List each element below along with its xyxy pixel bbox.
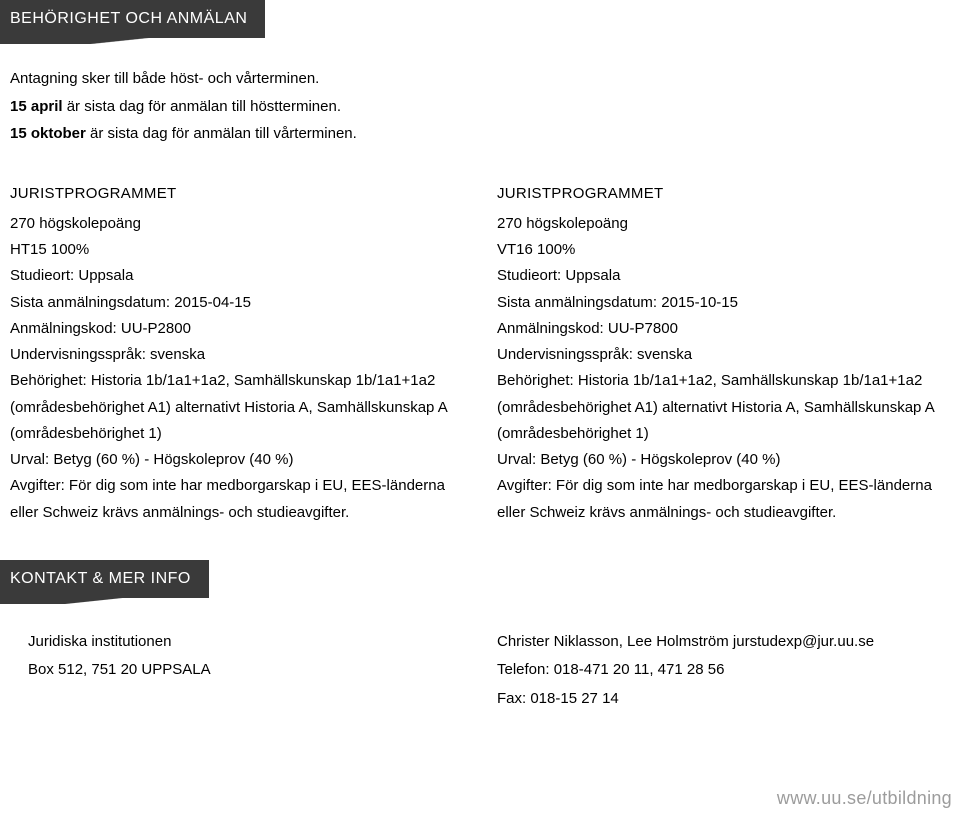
footer-url: www.uu.se/utbildning <box>777 788 952 809</box>
program-deadline: Sista anmälningsdatum: 2015-04-15 <box>10 290 463 316</box>
contact-columns: Juridiska institutionen Box 512, 751 20 … <box>28 628 932 714</box>
program-term: VT16 100% <box>497 237 950 263</box>
program-selection: Urval: Betyg (60 %) - Högskoleprov (40 %… <box>497 447 950 473</box>
program-eligibility: Behörighet: Historia 1b/1a1+1a2, Samhäll… <box>497 368 950 447</box>
intro-line-2: 15 april är sista dag för anmälan till h… <box>10 94 950 120</box>
intro-line-3-bold: 15 oktober <box>10 125 86 142</box>
program-col-right: JURISTPROGRAMMET 270 högskolepoäng VT16 … <box>497 181 950 526</box>
section-tab-eligibility: BEHÖRIGHET OCH ANMÄLAN <box>0 0 265 38</box>
program-eligibility: Behörighet: Historia 1b/1a1+1a2, Samhäll… <box>10 368 463 447</box>
contact-phone: Telefon: 018-471 20 11, 471 28 56 <box>497 656 932 685</box>
program-credits: 270 högskolepoäng <box>497 211 950 237</box>
intro-line-1: Antagning sker till både höst- och vårte… <box>10 66 950 92</box>
program-location: Studieort: Uppsala <box>497 263 950 289</box>
section-tab-label: KONTAKT & MER INFO <box>10 570 191 587</box>
program-col-left: JURISTPROGRAMMET 270 högskolepoäng HT15 … <box>10 181 463 526</box>
section-tab-label: BEHÖRIGHET OCH ANMÄLAN <box>10 10 247 27</box>
program-term: HT15 100% <box>10 237 463 263</box>
contact-persons: Christer Niklasson, Lee Holmström <box>497 633 729 650</box>
contact-persons-line: Christer Niklasson, Lee Holmström jurstu… <box>497 628 932 657</box>
intro-line-3-rest: är sista dag för anmälan till vårtermine… <box>86 125 357 142</box>
contact-fax: Fax: 018-15 27 14 <box>497 685 932 714</box>
program-title: JURISTPROGRAMMET <box>10 181 463 207</box>
contact-left: Juridiska institutionen Box 512, 751 20 … <box>28 628 463 714</box>
program-fees: Avgifter: För dig som inte har medborgar… <box>10 473 463 526</box>
program-credits: 270 högskolepoäng <box>10 211 463 237</box>
program-deadline: Sista anmälningsdatum: 2015-10-15 <box>497 290 950 316</box>
program-code: Anmälningskod: UU-P7800 <box>497 316 950 342</box>
contact-institution: Juridiska institutionen <box>28 628 463 657</box>
program-code: Anmälningskod: UU-P2800 <box>10 316 463 342</box>
intro-line-3: 15 oktober är sista dag för anmälan till… <box>10 121 950 147</box>
contact-tab-wrap: KONTAKT & MER INFO <box>0 560 960 598</box>
contact-email: jurstudexp@jur.uu.se <box>729 633 874 650</box>
intro-line-2-bold: 15 april <box>10 98 63 115</box>
program-columns: JURISTPROGRAMMET 270 högskolepoäng HT15 … <box>10 181 950 526</box>
program-language: Undervisningsspråk: svenska <box>497 342 950 368</box>
program-language: Undervisningsspråk: svenska <box>10 342 463 368</box>
program-title: JURISTPROGRAMMET <box>497 181 950 207</box>
program-fees: Avgifter: För dig som inte har medborgar… <box>497 473 950 526</box>
intro-block: Antagning sker till både höst- och vårte… <box>10 66 950 147</box>
contact-right: Christer Niklasson, Lee Holmström jurstu… <box>497 628 932 714</box>
intro-line-2-rest: är sista dag för anmälan till hösttermin… <box>63 98 341 115</box>
section-tab-contact: KONTAKT & MER INFO <box>0 560 209 598</box>
contact-address: Box 512, 751 20 UPPSALA <box>28 656 463 685</box>
program-selection: Urval: Betyg (60 %) - Högskoleprov (40 %… <box>10 447 463 473</box>
program-location: Studieort: Uppsala <box>10 263 463 289</box>
